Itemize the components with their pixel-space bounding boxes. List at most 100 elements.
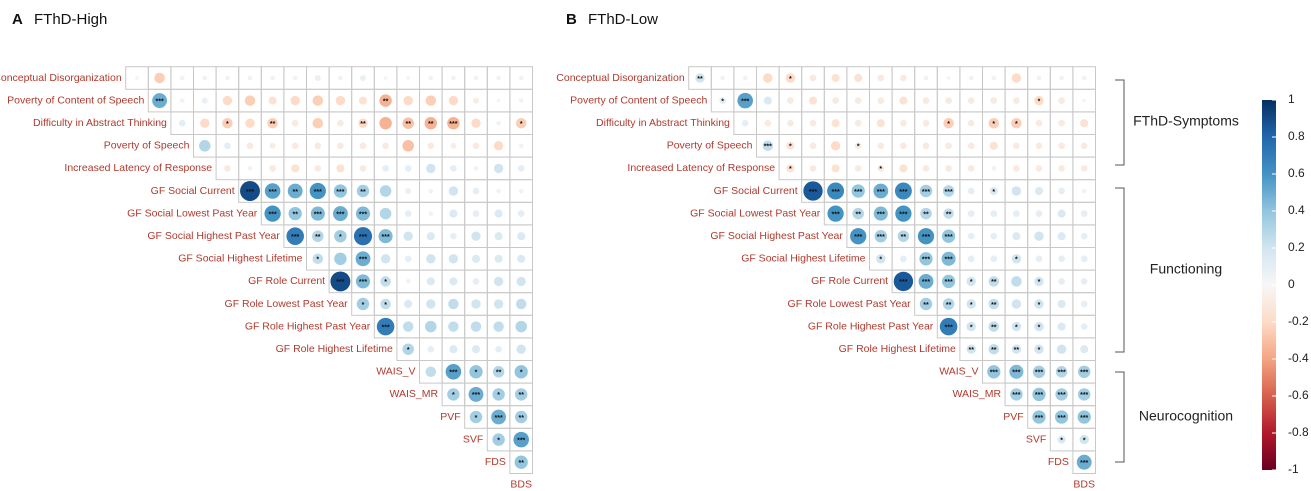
corr-circle	[942, 298, 955, 310]
significance: *	[384, 279, 387, 286]
corr-circle	[989, 186, 998, 196]
corr-circle	[966, 321, 976, 332]
significance: **	[292, 189, 298, 196]
significance: *	[857, 144, 860, 151]
corr-circle	[516, 344, 526, 354]
cell	[1072, 450, 1097, 474]
corr-circle	[922, 142, 930, 150]
significance: *	[1038, 98, 1041, 105]
significance: *	[497, 437, 500, 444]
corr-circle	[968, 75, 974, 81]
corr-circle	[1011, 117, 1022, 129]
corr-circle	[787, 119, 794, 127]
row-label: GF Social Lowest Past Year	[690, 207, 821, 219]
corr-circle	[787, 97, 794, 104]
significance: **	[697, 76, 703, 83]
corr-circle	[427, 345, 435, 353]
corr-circle	[1054, 410, 1069, 424]
significance: *	[520, 370, 523, 377]
corr-circle	[291, 142, 299, 150]
significance: ***	[922, 234, 930, 241]
corr-circle	[1080, 232, 1088, 240]
corr-circle	[988, 343, 1000, 355]
corr-circle	[942, 185, 955, 197]
significance: ***	[899, 189, 907, 196]
corr-circle	[517, 254, 526, 263]
corr-circle	[492, 366, 505, 378]
corr-circle	[290, 95, 300, 106]
corr-circle	[246, 142, 254, 150]
corr-circle	[379, 94, 392, 107]
corr-circle	[899, 164, 908, 173]
corr-circle	[943, 208, 954, 219]
row-label: GF Social Current	[151, 185, 235, 197]
row-label: GF Role Highest Lifetime	[839, 343, 956, 355]
significance: ***	[854, 189, 862, 196]
corr-circle	[988, 321, 1000, 332]
significance: *	[362, 302, 365, 309]
corr-circle	[1077, 388, 1091, 401]
corr-circle	[473, 75, 479, 81]
corr-circle	[382, 142, 389, 150]
significance: *	[1083, 437, 1086, 444]
corr-circle	[334, 252, 347, 266]
significance: ***	[741, 98, 749, 105]
corr-circle	[1059, 75, 1064, 81]
significance: ***	[314, 189, 322, 196]
corr-circle	[874, 229, 888, 243]
corr-circle	[1032, 365, 1046, 379]
bracket	[1115, 187, 1125, 353]
group-brackets	[1115, 79, 1125, 463]
column-label: BDS	[1073, 479, 1095, 491]
corr-circle	[448, 186, 459, 196]
corr-circle	[356, 297, 370, 311]
corr-circle	[332, 206, 348, 222]
corr-circle	[496, 98, 501, 103]
corr-circle	[514, 455, 528, 469]
significance: *	[475, 370, 478, 377]
corr-circle	[360, 75, 366, 81]
corr-circle	[314, 165, 322, 172]
significance: *	[1015, 324, 1018, 331]
corr-circle	[202, 75, 208, 81]
corr-circle	[518, 98, 524, 103]
corr-circle	[854, 97, 862, 104]
corr-circle	[1011, 276, 1022, 287]
corr-circle	[448, 321, 459, 332]
significance: ***	[945, 234, 953, 241]
corr-circle	[966, 344, 976, 354]
corr-circle	[831, 164, 840, 173]
corr-circle	[831, 73, 840, 83]
corr-circle	[1081, 188, 1087, 194]
corr-circle	[762, 140, 774, 152]
corr-circle	[966, 299, 976, 309]
significance: *	[1038, 347, 1041, 354]
significance: ***	[1080, 460, 1088, 467]
significance: ***	[1012, 392, 1020, 399]
significance: ***	[269, 189, 277, 196]
color-tick-label: 1	[1288, 92, 1295, 106]
corr-circle	[1080, 119, 1089, 128]
significance: ***	[990, 370, 998, 377]
significance: *	[407, 347, 410, 354]
corr-circle	[1034, 95, 1044, 106]
corr-circle	[1082, 98, 1087, 103]
corr-circle	[468, 386, 484, 402]
corr-circle	[517, 232, 526, 241]
significance: *	[992, 121, 995, 128]
corr-circle	[471, 299, 481, 309]
corr-circle	[967, 210, 975, 217]
corr-circle	[513, 431, 529, 448]
significance: ***	[472, 392, 480, 399]
corr-circle	[987, 365, 1001, 379]
corr-circle	[895, 205, 912, 222]
corr-circle	[1080, 278, 1088, 285]
significance: ***	[1058, 370, 1066, 377]
corr-circle	[428, 75, 434, 81]
corr-circle	[355, 274, 371, 289]
corr-circle	[876, 119, 885, 128]
color-bar	[1262, 100, 1276, 470]
corr-circle	[269, 142, 276, 149]
corr-circle	[492, 388, 505, 401]
corr-circle	[383, 76, 388, 80]
